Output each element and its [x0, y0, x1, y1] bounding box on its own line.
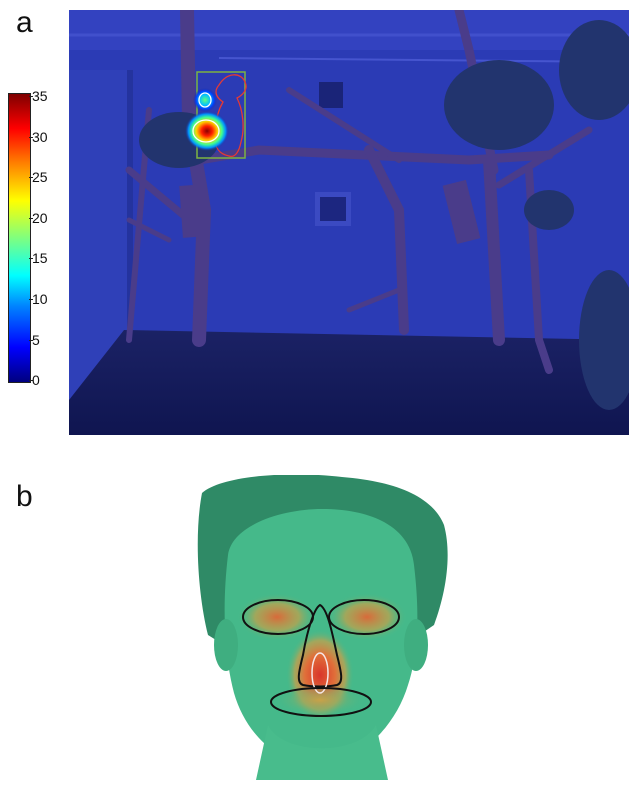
colorbar-tickmark [29, 177, 33, 178]
colorbar-tickmark [29, 96, 33, 97]
colorbar-tickmark [29, 137, 33, 138]
colorbar-tick-label: 30 [32, 129, 48, 145]
colorbar-tickmark [29, 258, 33, 259]
colorbar-tick-label: 0 [32, 372, 40, 388]
colorbar-tick-label: 20 [32, 210, 48, 226]
colorbar [8, 93, 31, 383]
panel-label-a: a [16, 6, 33, 39]
face-heatmap-photo [182, 475, 457, 780]
panel-label-b: b [16, 480, 33, 513]
colorbar-tick-label: 35 [32, 88, 48, 104]
colorbar-tick-label: 5 [32, 332, 40, 348]
colorbar-tickmark [29, 380, 33, 381]
colorbar-tickmark [29, 340, 33, 341]
colorbar-tick-label: 25 [32, 169, 48, 185]
colorbar-tick-label: 10 [32, 291, 48, 307]
colorbar-tickmark [29, 218, 33, 219]
koala-enclosure-heatmap-photo [69, 10, 629, 435]
colorbar-tickmark [29, 299, 33, 300]
colorbar-tick-label: 15 [32, 250, 48, 266]
